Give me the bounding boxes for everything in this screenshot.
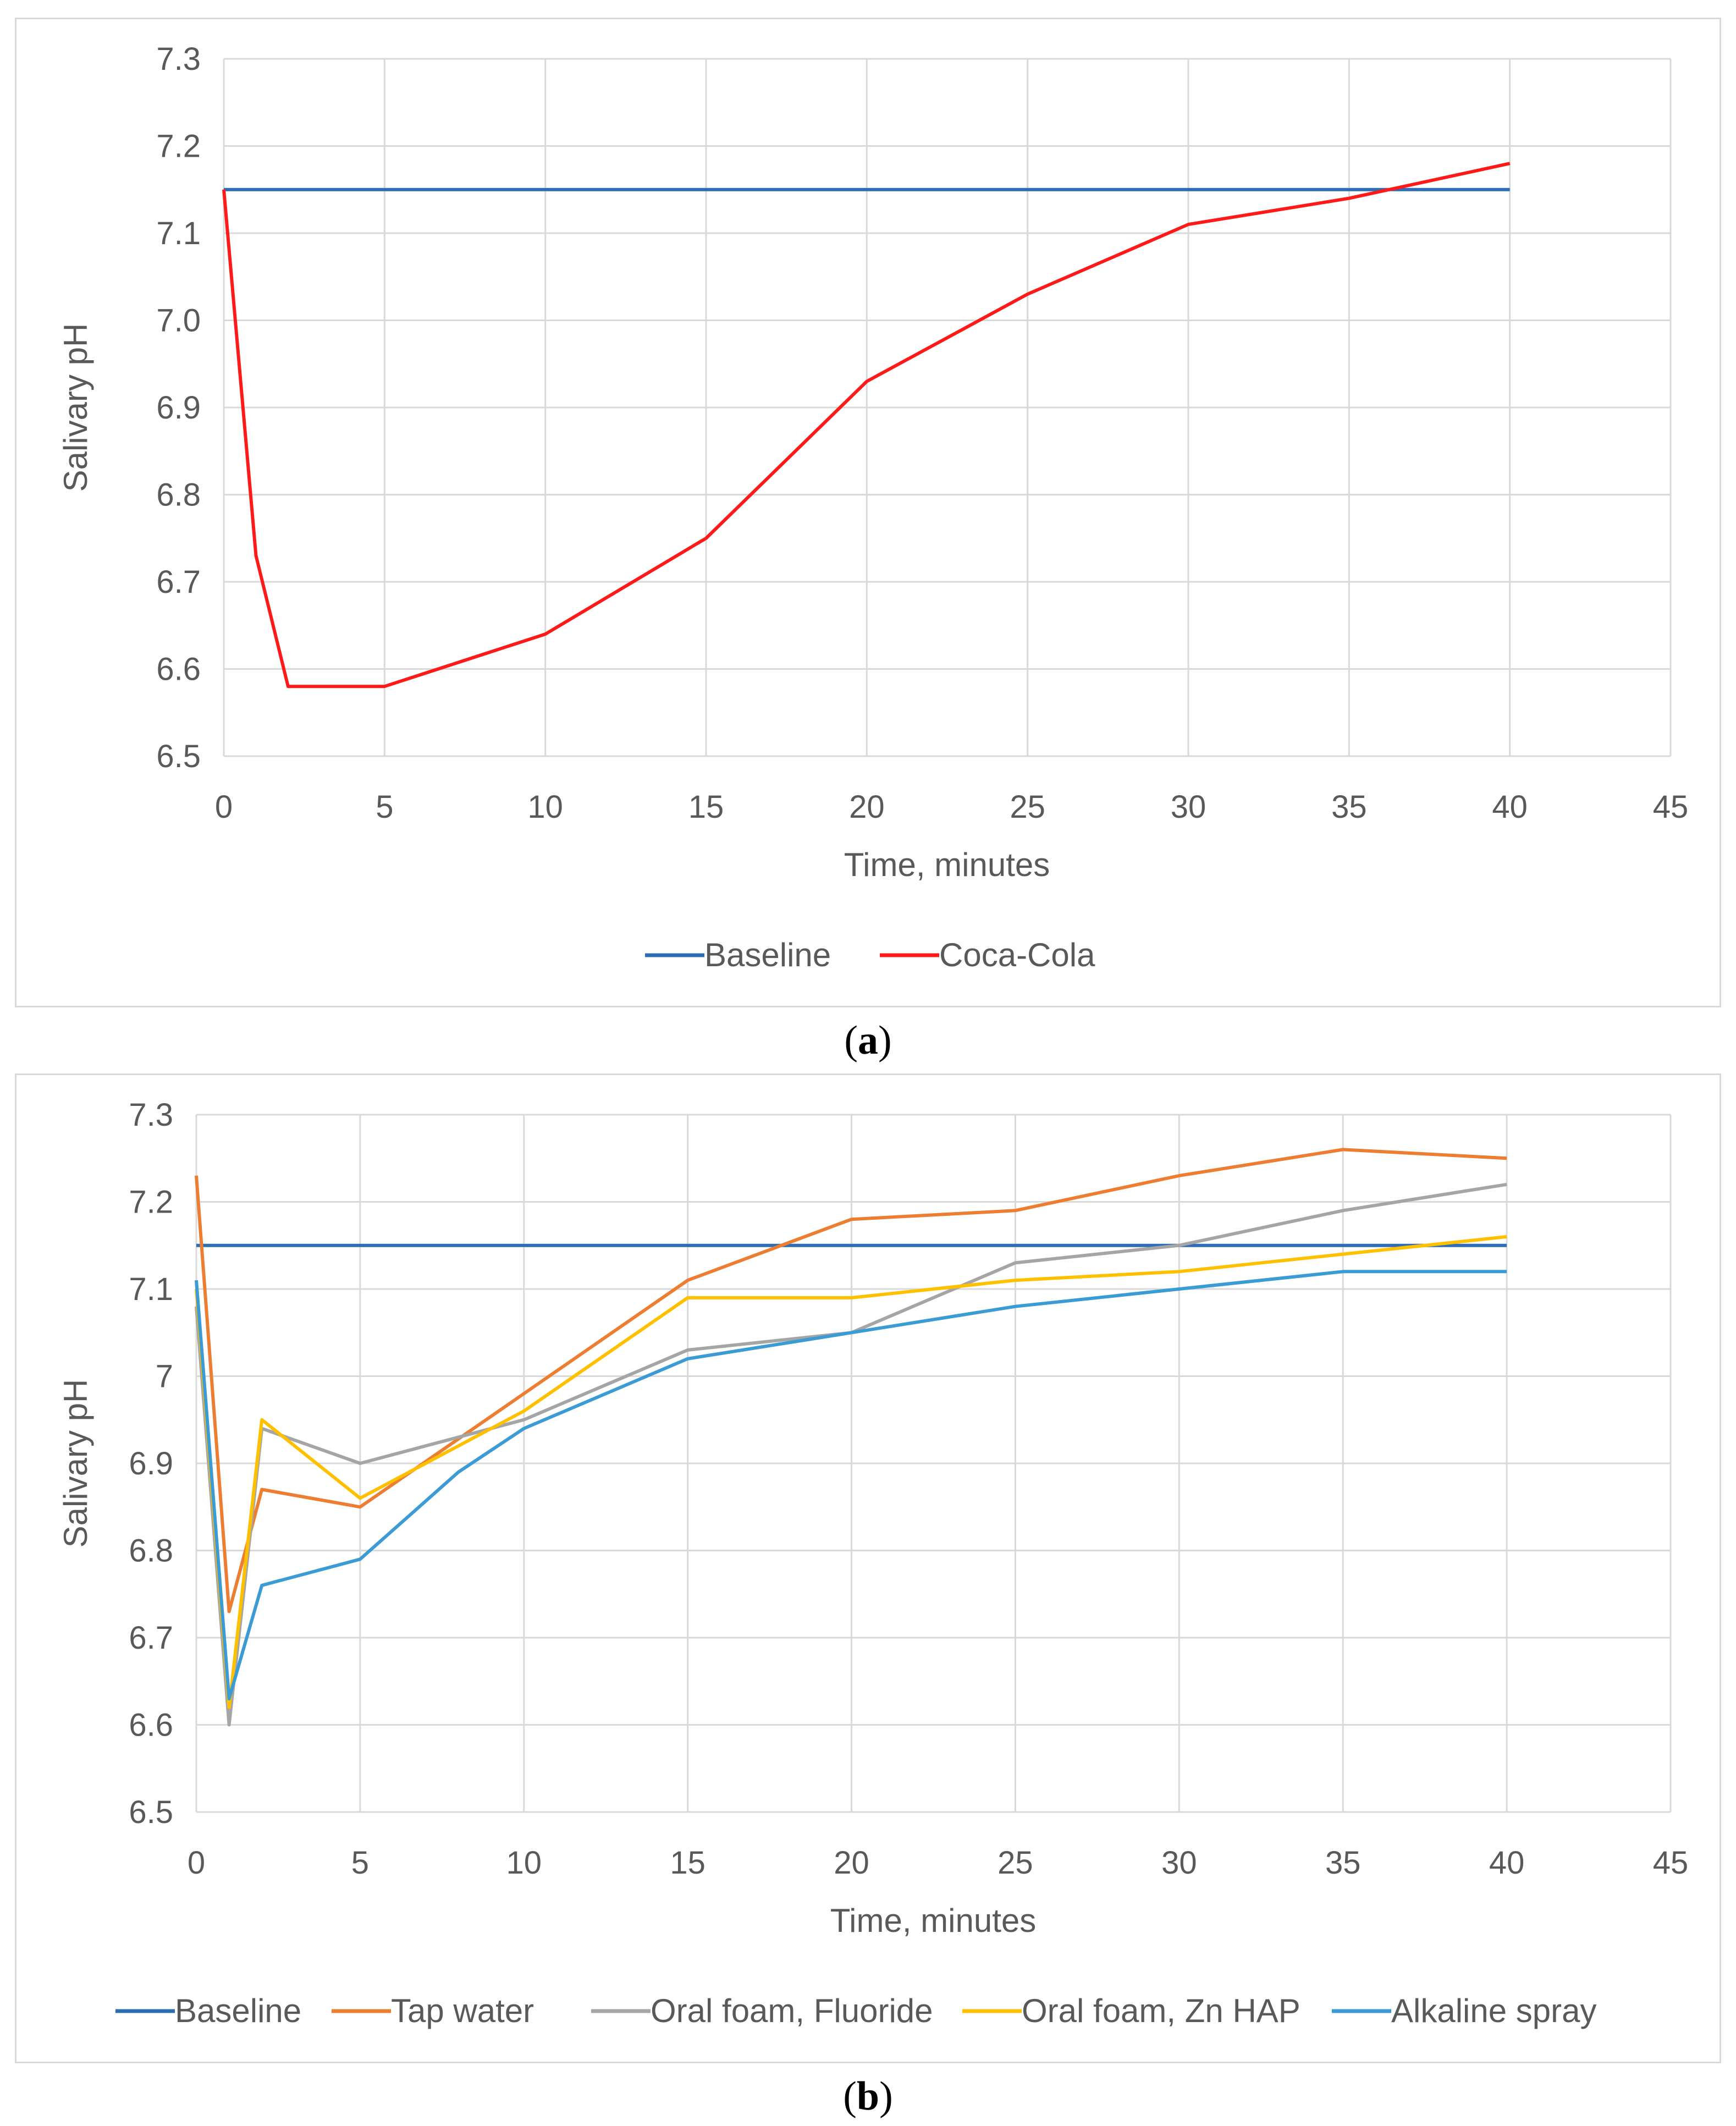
chart-a-y-tick-label: 6.7 bbox=[156, 564, 201, 600]
caption-a: (a) bbox=[844, 1018, 892, 1063]
chart-panel-a: 0 5 10 15 20 25 30 35 40 45 6.5 6.6 6.7 6.8 6.9 7.0 7.1 7… bbox=[15, 18, 1721, 1007]
chart-b-legend-item-oral-foam-zn-hap: Oral foam, Zn HAP bbox=[962, 1992, 1300, 2029]
chart-b-y-tick-label: 7 bbox=[156, 1359, 173, 1395]
chart-b-y-axis-title: Salivary pH bbox=[57, 1379, 94, 1548]
chart-a-series bbox=[222, 162, 1511, 689]
chart-a-legend-label: Baseline bbox=[704, 937, 831, 973]
caption-a-label: a bbox=[858, 1018, 878, 1063]
chart-b-legend-label: Tap water bbox=[391, 1992, 534, 2029]
chart-a-legend-item-baseline: Baseline bbox=[645, 937, 831, 973]
chart-b-legend-label: Oral foam, Zn HAP bbox=[1022, 1992, 1300, 2029]
chart-b-legend: Baseline Tap water Oral foam, Fluoride Oral… bbox=[115, 1992, 1597, 2029]
chart-a-legend: Baseline Coca-Cola bbox=[645, 937, 1095, 973]
chart-b-x-axis-title: Time, minutes bbox=[830, 1902, 1037, 1939]
chart-b-y-tick-label: 7.2 bbox=[129, 1185, 173, 1220]
chart-a-x-axis-title: Time, minutes bbox=[844, 846, 1050, 883]
chart-a-x-tick-label: 5 bbox=[376, 789, 393, 825]
chart-b-x-tick-labels: 0 5 10 15 20 25 30 35 40 45 bbox=[188, 1845, 1688, 1881]
chart-a-x-tick-label: 0 bbox=[215, 789, 233, 825]
chart-a-gridlines bbox=[223, 58, 1672, 757]
chart-b-y-tick-label: 6.9 bbox=[129, 1446, 173, 1481]
chart-a-x-tick-label: 15 bbox=[688, 789, 724, 825]
chart-b-legend-label: Oral foam, Fluoride bbox=[651, 1992, 933, 2029]
chart-a-x-tick-label: 40 bbox=[1492, 789, 1528, 825]
caption-b-label: b bbox=[856, 2074, 880, 2119]
chart-b-y-tick-label: 7.3 bbox=[129, 1097, 173, 1133]
chart-a-y-tick-label: 7.2 bbox=[156, 129, 201, 164]
chart-b-series-oral-foam-zn-hap-line bbox=[195, 1235, 1507, 1709]
chart-b-y-tick-label: 6.7 bbox=[129, 1620, 173, 1656]
chart-a-x-tick-label: 20 bbox=[849, 789, 885, 825]
chart-b-legend-label: Baseline bbox=[175, 1992, 301, 2029]
chart-a-x-tick-label: 30 bbox=[1171, 789, 1206, 825]
chart-b-y-tick-label: 6.6 bbox=[129, 1708, 173, 1743]
chart-b-y-tick-labels: 6.5 6.6 6.7 6.8 6.9 7 7.1 7.2 7.3 bbox=[129, 1097, 173, 1830]
chart-a-y-tick-label: 6.5 bbox=[156, 739, 201, 774]
chart-b-legend-item-alkaline-spray: Alkaline spray bbox=[1332, 1992, 1597, 2029]
chart-a-y-tick-labels: 6.5 6.6 6.7 6.8 6.9 7.0 7.1 7.2 7.3 bbox=[156, 41, 201, 774]
chart-b-svg: 0 5 10 15 20 25 30 35 40 45 6.5 6.6 6.7 6.8 6.9 7 7.1 7.2… bbox=[57, 1097, 1688, 2029]
chart-b-legend-item-tap-water: Tap water bbox=[332, 1992, 534, 2029]
chart-a-x-tick-label: 45 bbox=[1653, 789, 1689, 825]
chart-b-x-tick-label: 35 bbox=[1325, 1845, 1361, 1881]
chart-a-series-coca-cola-line bbox=[222, 162, 1511, 689]
chart-a-y-tick-label: 7.0 bbox=[156, 303, 201, 339]
chart-b-x-tick-label: 10 bbox=[506, 1845, 542, 1881]
chart-b-series-alkaline-spray-line bbox=[195, 1270, 1507, 1700]
chart-b-x-tick-label: 25 bbox=[997, 1845, 1033, 1881]
chart-a-x-tick-label: 35 bbox=[1331, 789, 1367, 825]
chart-b-x-tick-label: 20 bbox=[834, 1845, 869, 1881]
chart-panel-b: 0 5 10 15 20 25 30 35 40 45 6.5 6.6 6.7 6.8 6.9 7 7.1 7.2… bbox=[15, 1073, 1721, 2063]
chart-a-y-tick-label: 6.6 bbox=[156, 652, 201, 687]
chart-b-x-tick-label: 45 bbox=[1653, 1845, 1689, 1881]
chart-a-y-tick-label: 6.8 bbox=[156, 477, 201, 513]
chart-b-x-tick-label: 0 bbox=[188, 1845, 205, 1881]
chart-a-legend-item-coca-cola: Coca-Cola bbox=[880, 937, 1095, 973]
caption-b: (b) bbox=[843, 2074, 893, 2119]
chart-b-x-tick-label: 30 bbox=[1161, 1845, 1197, 1881]
chart-a-y-tick-label: 6.9 bbox=[156, 390, 201, 426]
chart-a-y-tick-label: 7.1 bbox=[156, 216, 201, 251]
chart-a-x-tick-label: 25 bbox=[1010, 789, 1045, 825]
chart-b-gridlines bbox=[195, 1114, 1672, 1813]
chart-a-x-tick-labels: 0 5 10 15 20 25 30 35 40 45 bbox=[215, 789, 1688, 825]
chart-b-series bbox=[195, 1148, 1507, 1727]
chart-b-y-tick-label: 6.8 bbox=[129, 1533, 173, 1569]
chart-a-y-axis-title: Salivary pH bbox=[57, 323, 94, 492]
chart-a-y-tick-label: 7.3 bbox=[156, 41, 201, 77]
chart-b-x-tick-label: 40 bbox=[1489, 1845, 1525, 1881]
chart-b-x-tick-label: 15 bbox=[670, 1845, 706, 1881]
chart-b-legend-item-baseline: Baseline bbox=[115, 1992, 301, 2029]
chart-b-y-tick-label: 7.1 bbox=[129, 1271, 173, 1307]
chart-b-legend-item-oral-foam-fluoride: Oral foam, Fluoride bbox=[591, 1992, 933, 2029]
chart-b-legend-label: Alkaline spray bbox=[1391, 1992, 1597, 2029]
chart-a-x-tick-label: 10 bbox=[527, 789, 563, 825]
chart-b-y-tick-label: 6.5 bbox=[129, 1794, 173, 1830]
chart-b-x-tick-label: 5 bbox=[351, 1845, 369, 1881]
chart-a-svg: 0 5 10 15 20 25 30 35 40 45 6.5 6.6 6.7 6.8 6.9 7.0 7.1 7… bbox=[57, 41, 1688, 973]
chart-a-legend-label: Coca-Cola bbox=[939, 937, 1095, 973]
